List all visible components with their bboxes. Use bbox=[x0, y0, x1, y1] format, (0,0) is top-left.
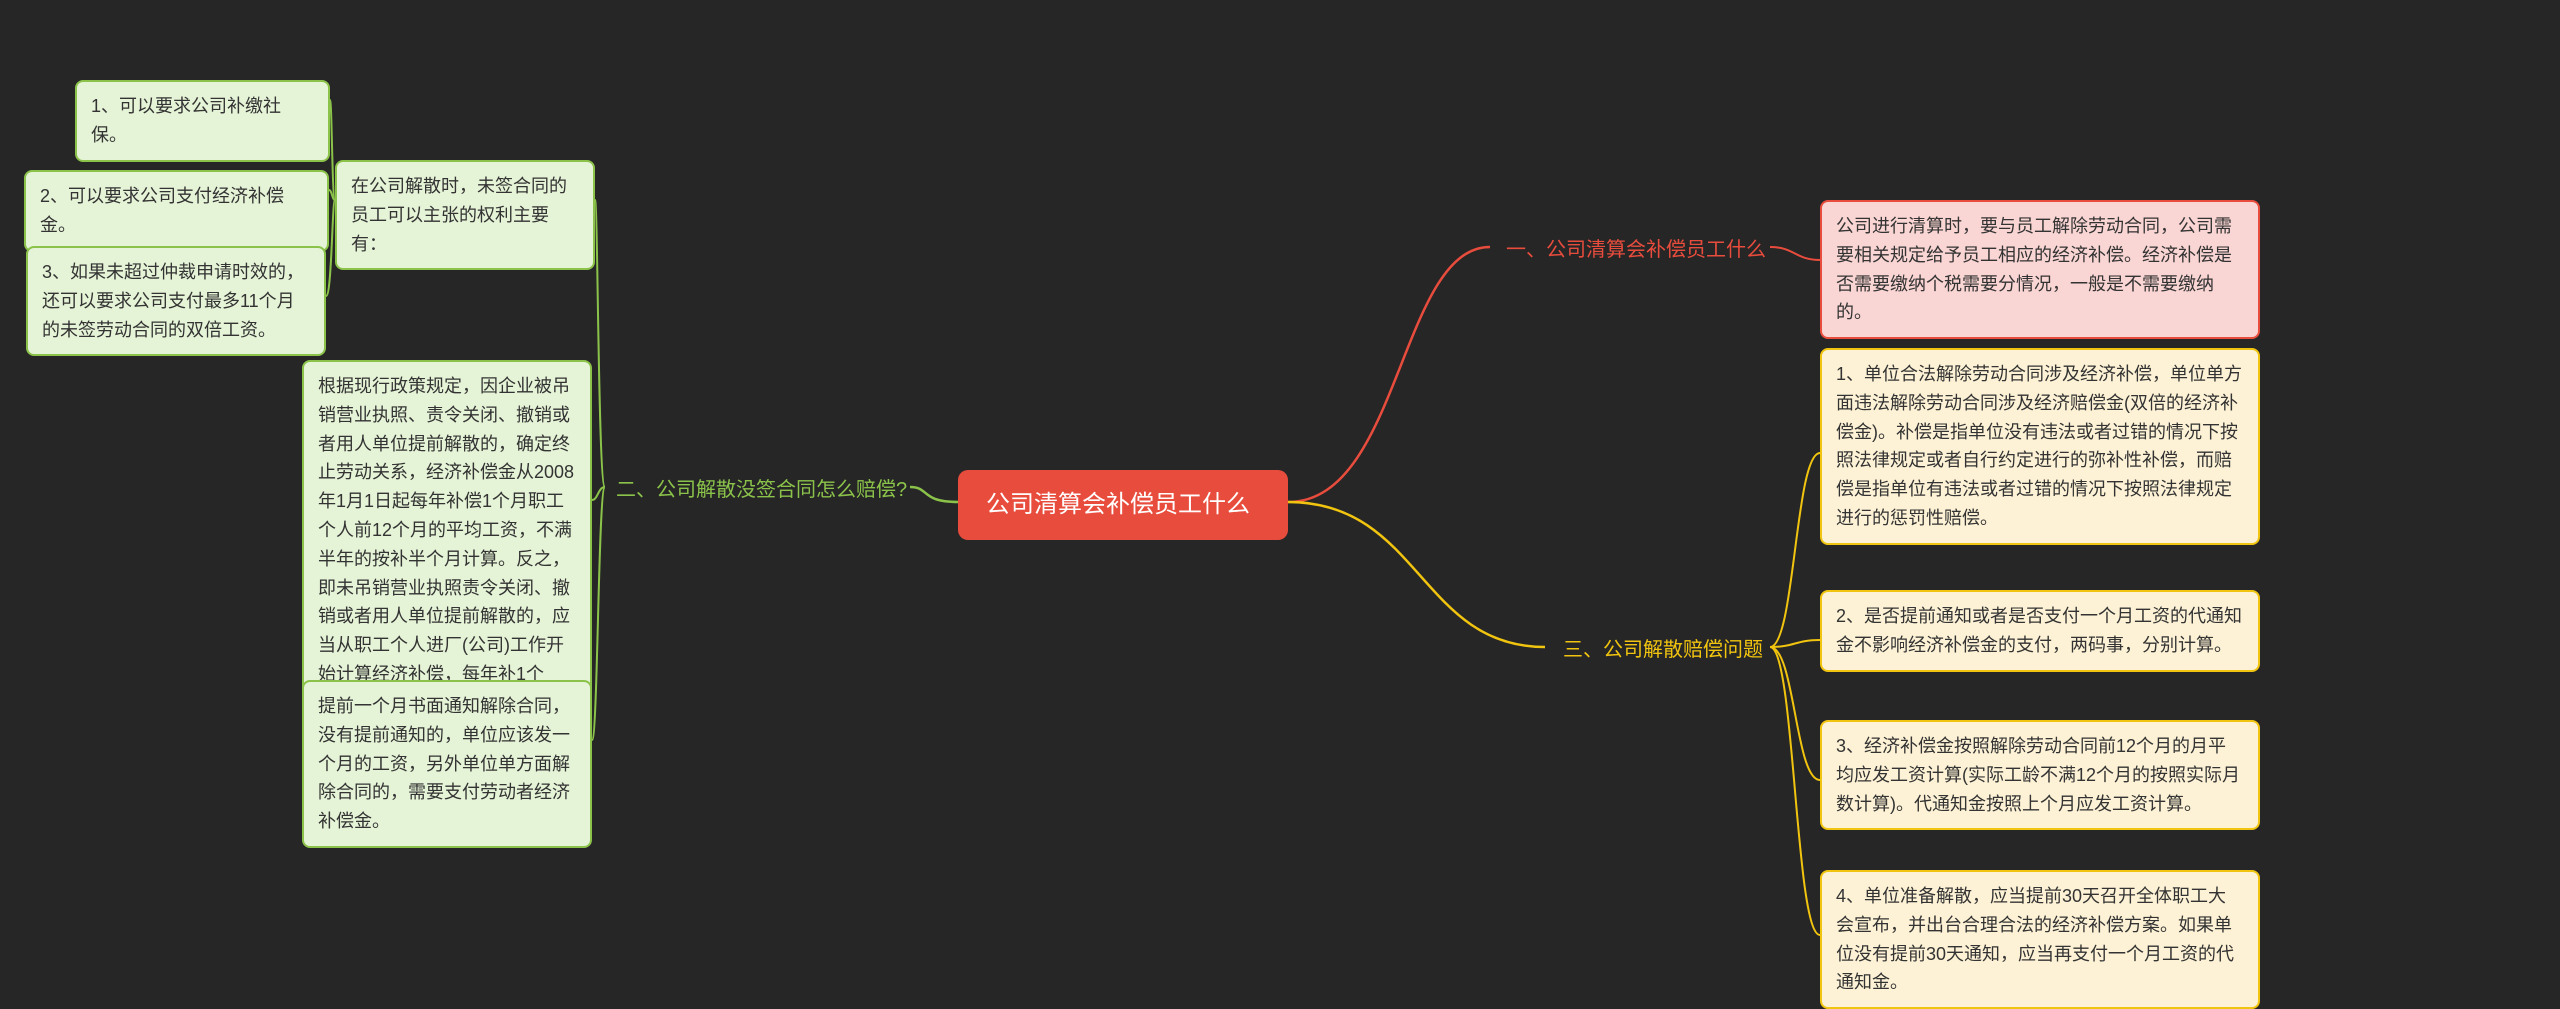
branch-two-child-2[interactable]: 提前一个月书面通知解除合同，没有提前通知的，单位应该发一个月的工资，另外单位单方… bbox=[302, 680, 592, 848]
branch-one-label[interactable]: 一、公司清算会补偿员工什么 bbox=[1498, 230, 1774, 270]
root-node[interactable]: 公司清算会补偿员工什么 bbox=[958, 470, 1288, 540]
branch-two-child-1[interactable]: 根据现行政策规定，因企业被吊销营业执照、责令关闭、撤销或者用人单位提前解散的，确… bbox=[302, 360, 592, 730]
branch-two-child-0[interactable]: 在公司解散时，未签合同的员工可以主张的权利主要有： bbox=[335, 160, 595, 270]
branch-two-grandchild-0[interactable]: 1、可以要求公司补缴社保。 bbox=[75, 80, 330, 162]
branch-three-child-3[interactable]: 4、单位准备解散，应当提前30天召开全体职工大会宣布，并出台合理合法的经济补偿方… bbox=[1820, 870, 2260, 1009]
branch-two-grandchild-1[interactable]: 2、可以要求公司支付经济补偿金。 bbox=[24, 170, 329, 252]
branch-three-child-1[interactable]: 2、是否提前通知或者是否支付一个月工资的代通知金不影响经济补偿金的支付，两码事，… bbox=[1820, 590, 2260, 672]
branch-one-child-0[interactable]: 公司进行清算时，要与员工解除劳动合同，公司需要相关规定给予员工相应的经济补偿。经… bbox=[1820, 200, 2260, 339]
branch-three-label[interactable]: 三、公司解散赔偿问题 bbox=[1555, 630, 1771, 670]
branch-two-grandchild-2[interactable]: 3、如果未超过仲裁申请时效的，还可以要求公司支付最多11个月的未签劳动合同的双倍… bbox=[26, 246, 326, 356]
branch-three-child-2[interactable]: 3、经济补偿金按照解除劳动合同前12个月的月平均应发工资计算(实际工龄不满12个… bbox=[1820, 720, 2260, 830]
branch-two-label[interactable]: 二、公司解散没签合同怎么赔偿? bbox=[608, 470, 915, 510]
branch-three-child-0[interactable]: 1、单位合法解除劳动合同涉及经济补偿，单位单方面违法解除劳动合同涉及经济赔偿金(… bbox=[1820, 348, 2260, 545]
